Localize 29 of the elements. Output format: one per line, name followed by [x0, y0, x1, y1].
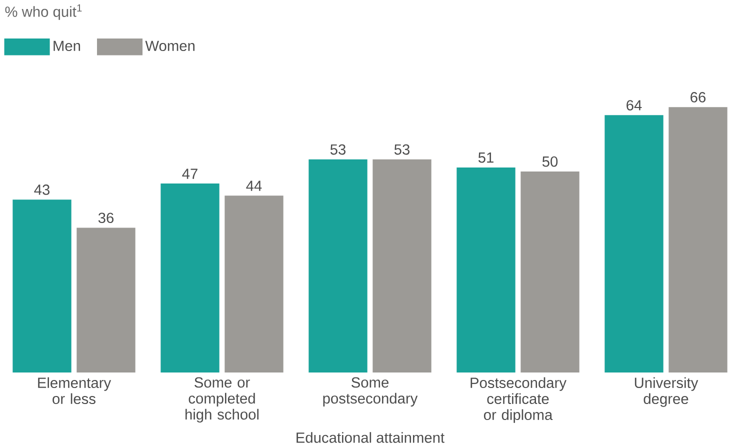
data-label: 66 [690, 92, 706, 102]
x-tick-label: University degree [634, 377, 698, 407]
bar [456, 167, 516, 372]
data-label: 44 [246, 180, 262, 191]
bar [160, 183, 220, 372]
bar [520, 171, 580, 372]
data-label: 64 [626, 100, 642, 110]
bar [224, 195, 284, 372]
chart-title: % who quit$^{1}$ [5, 4, 82, 20]
data-label: 43 [34, 184, 50, 195]
bar [372, 159, 432, 372]
bar [668, 106, 728, 372]
bar [604, 115, 664, 372]
bar [76, 228, 136, 372]
x-tick-label: Some or completed high school [186, 377, 259, 422]
data-label: 51 [478, 152, 494, 163]
bar [12, 199, 72, 372]
data-label: 53 [394, 144, 410, 155]
x-tick-label: Postsecondary certificate or diploma [470, 377, 566, 423]
legend-label: Women [145, 40, 194, 51]
data-label: 47 [182, 168, 198, 179]
x-axis-title: Educational attainment [296, 432, 444, 443]
data-label: 50 [542, 156, 558, 167]
x-tick-label: Elementary or less [38, 377, 112, 404]
x-tick-label: Some postsecondary [323, 377, 418, 406]
data-label: 36 [98, 212, 114, 223]
bar [308, 159, 368, 372]
data-label: 53 [330, 144, 346, 155]
legend-label: Men [54, 40, 80, 51]
